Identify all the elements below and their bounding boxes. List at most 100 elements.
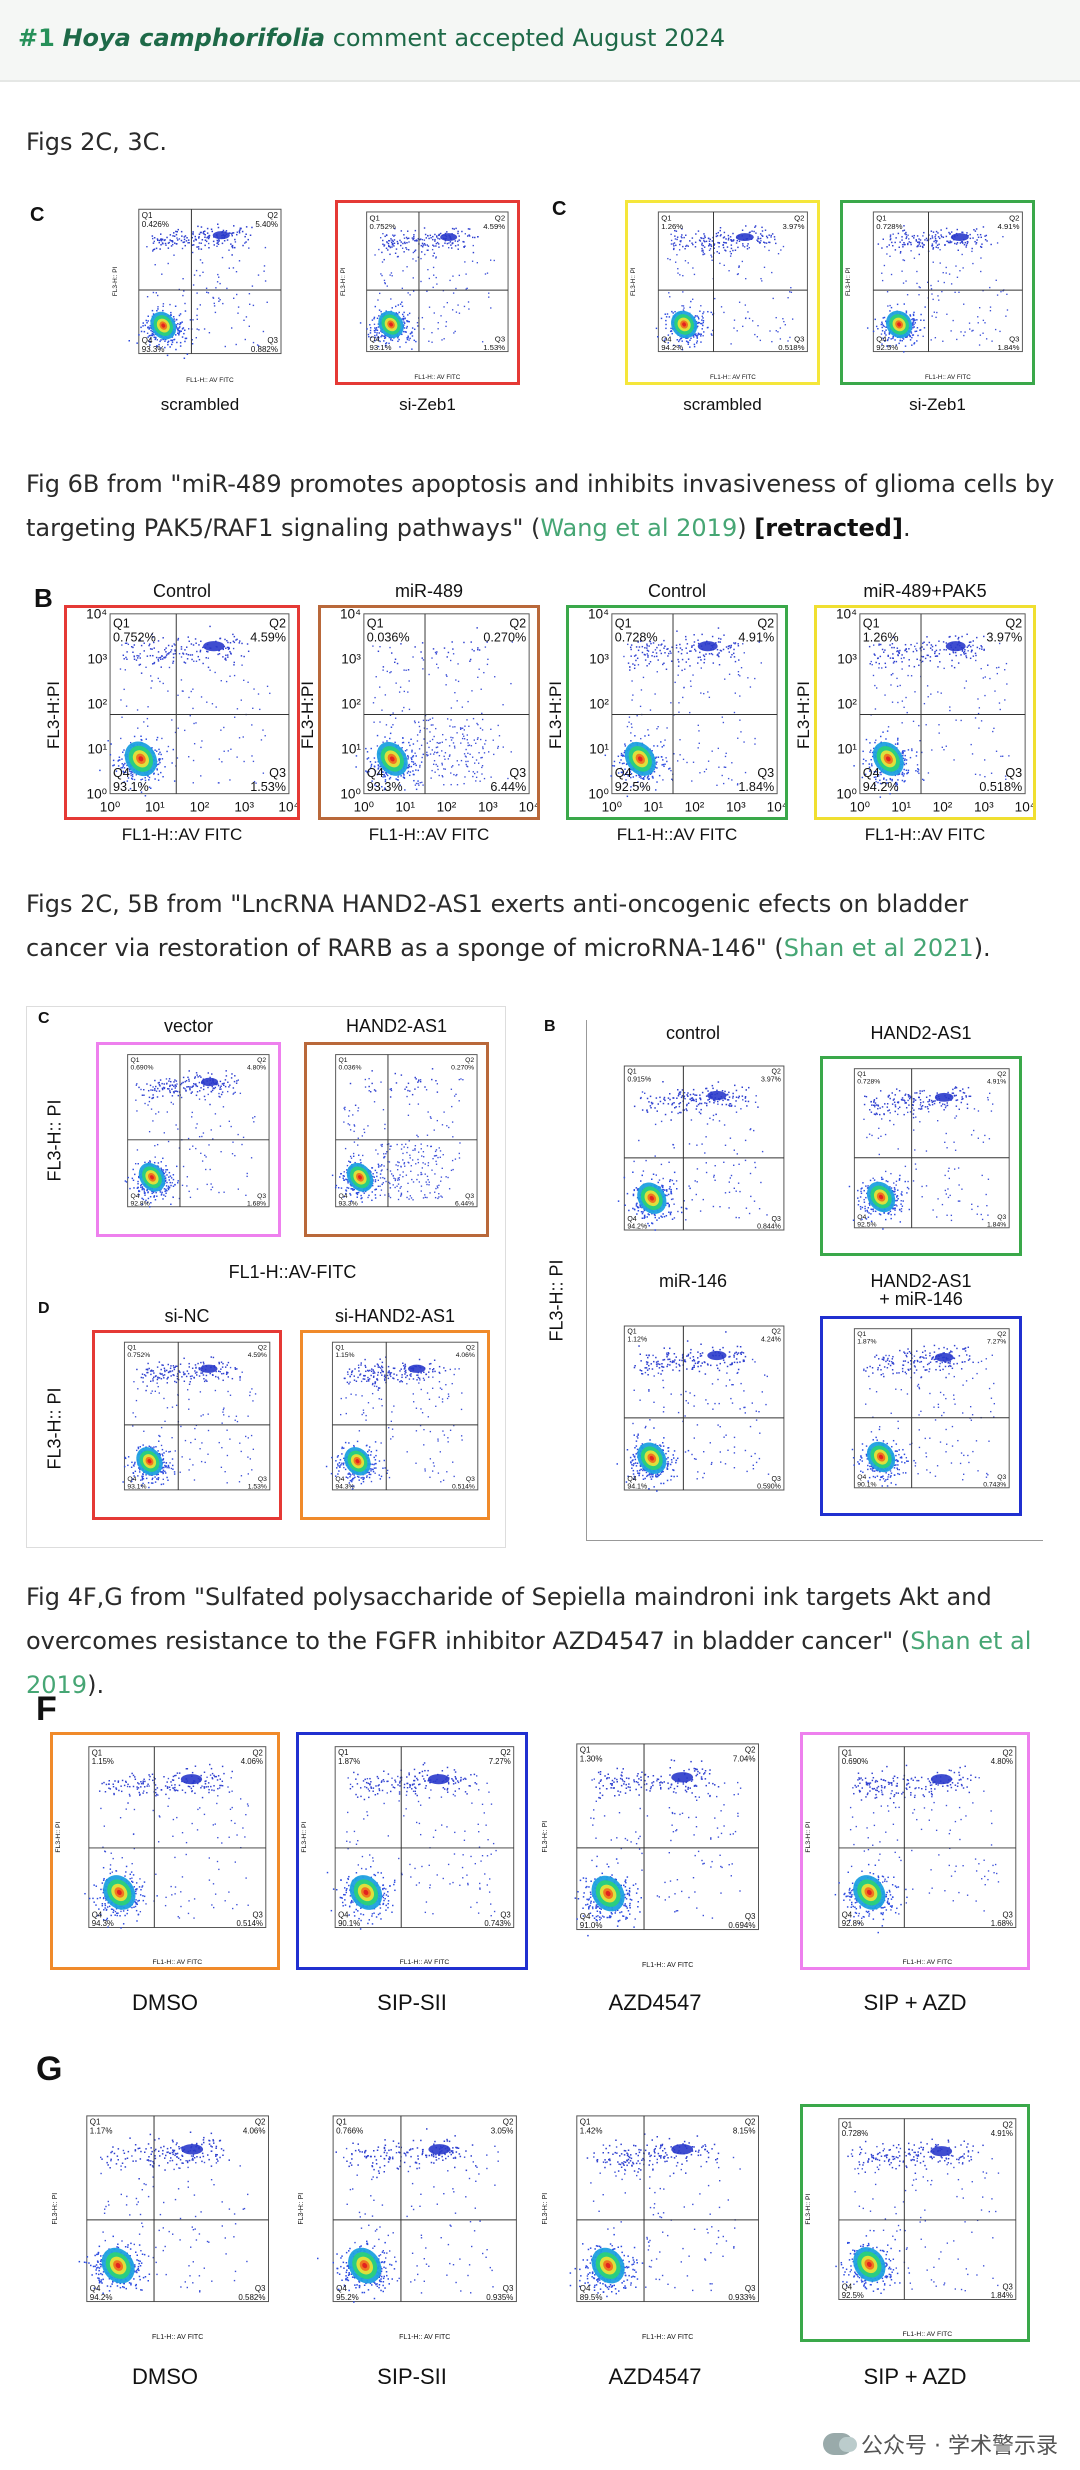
q4-label: Q4 [842, 1910, 853, 1919]
y-tick-label: 10⁰ [836, 786, 857, 801]
x-tick-label: 10⁰ [354, 799, 375, 814]
density-core [649, 1455, 655, 1461]
q4-label: Q4 [580, 1912, 591, 1921]
f-label-1: DMSO [132, 1990, 198, 2015]
q2-cluster [735, 233, 754, 241]
q2-label: Q2 [1009, 213, 1019, 222]
species-name[interactable]: Hoya camphorifolia [62, 24, 326, 52]
panel-letter-d: D [38, 1300, 50, 1317]
y-tick-label: 10⁰ [588, 786, 609, 801]
figure-reference-4: Fig 4F,G from "Sulfated polysaccharide o… [26, 1575, 1056, 1707]
c-y-axis-label: FL3-H:: PI [44, 1098, 65, 1182]
q4-label: Q4 [142, 336, 153, 345]
flow-plot-g-2: Q1 0.766% Q2 3.05% Q3 0.935% Q4 95.2% FL1-H:: AV… [296, 2104, 528, 2342]
comment-number[interactable]: #1 [18, 24, 55, 52]
q3-label: Q3 [495, 335, 505, 344]
density-core [897, 322, 902, 327]
y-tick-label: 10⁴ [588, 608, 609, 622]
q4-label: Q4 [90, 2284, 101, 2293]
q1-value: 1.15% [92, 1757, 114, 1766]
q3-label: Q3 [267, 336, 278, 345]
y-axis-label: FL3-H:: PI [542, 2193, 549, 2225]
x-tick-label: 10⁴ [1015, 799, 1033, 814]
density-core [605, 2262, 611, 2269]
reference-4-text: Fig 4F,G from "Sulfated polysaccharide o… [26, 1583, 992, 1655]
q3-label: Q3 [997, 1214, 1006, 1221]
q4-label: Q4 [370, 335, 381, 344]
q4-label: Q4 [876, 335, 887, 344]
q1-value: 1.42% [580, 2127, 603, 2136]
q4-label: Q4 [863, 766, 880, 780]
q2-value: 3.97% [761, 1076, 781, 1083]
q3-value: 0.518% [778, 343, 804, 352]
q1-label: Q1 [615, 617, 632, 631]
density-core [878, 1454, 884, 1460]
q2-cluster [934, 1092, 954, 1102]
q4-value: 93.1% [127, 1484, 146, 1491]
y-axis-label: FL3-H:: PI [805, 1822, 812, 1853]
q2-cluster [707, 1090, 727, 1101]
flow-plot-d-1: Q1 0.752% Q2 4.59% Q3 1.53% Q4 93.1% [92, 1330, 282, 1520]
q3-label: Q3 [257, 1193, 266, 1200]
b-y-axis-label: FL3-H:: PI [546, 1258, 567, 1342]
q2-label: Q2 [252, 1748, 262, 1757]
q2-label: Q2 [772, 1329, 781, 1336]
q1-label: Q1 [142, 211, 153, 220]
density-core [389, 322, 393, 327]
q2-cluster [201, 1077, 219, 1087]
shan-2019-link[interactable]: Shan et al 2019 [26, 1627, 1032, 1699]
q2-value: 3.05% [491, 2127, 514, 2136]
q3-label: Q3 [1002, 2282, 1012, 2291]
q4-label: Q4 [335, 1476, 344, 1483]
q2-label: Q2 [269, 617, 286, 631]
wang-2019-link[interactable]: Wang et al 2019 [540, 514, 738, 542]
density-core [885, 756, 891, 762]
q4-value: 93.1% [370, 343, 392, 352]
q3-label: Q3 [1002, 1910, 1012, 1919]
q2-value: 4.24% [761, 1336, 781, 1343]
x-tick-label: 10³ [478, 799, 498, 814]
plot-axes [334, 1746, 515, 1928]
q2-value: 4.80% [247, 1064, 266, 1071]
y-tick-label: 10⁴ [86, 608, 107, 622]
q2-cluster [671, 1772, 694, 1783]
q4-label: Q4 [92, 1910, 103, 1919]
q1-label: Q1 [92, 1748, 102, 1757]
shan-2021-link[interactable]: Shan et al 2021 [783, 934, 974, 962]
q4-value: 95.2% [336, 2293, 359, 2302]
flow-plot-c-2: Q1 0.036% Q2 0.270% Q3 6.44% Q4 93.3% [304, 1042, 489, 1237]
q4-value: 92.5% [842, 2291, 864, 2300]
d-title-2: si-HAND2-AS1 [334, 1306, 456, 1326]
x-tick-label: 10¹ [643, 799, 663, 814]
figure-reference-2: Fig 6B from "miR-489 promotes apoptosis … [26, 462, 1056, 550]
density-core [363, 1889, 369, 1896]
x-axis-label: FL1-H:: AV FITC [152, 1959, 202, 1966]
q3-value: 1.84% [998, 343, 1020, 352]
q3-label: Q3 [745, 2284, 756, 2293]
flow-plot-f-1: Q1 1.15% Q2 4.06% Q3 0.514% Q4 94.3% FL1-H:: AV … [50, 1732, 280, 1970]
q4-value: 91.0% [580, 1921, 603, 1930]
q1-label: Q1 [370, 213, 380, 222]
plot-title-1: Control [152, 581, 212, 601]
caption-scrambled: scrambled [683, 395, 762, 414]
comment-heading: #1 Hoya camphorifolia comment accepted A… [18, 24, 725, 52]
q1-label: Q1 [338, 1748, 348, 1757]
x-tick-label: 10⁴ [767, 799, 785, 814]
q2-value: 4.59% [483, 222, 505, 231]
q1-label: Q1 [335, 1345, 344, 1352]
plot-title-2: miR-489 [394, 581, 464, 601]
density-core [355, 1459, 360, 1464]
y-axis-label-1: FL3-H:PI [44, 680, 64, 750]
x-axis-label: FL1-H:: AV FITC [710, 374, 756, 381]
x-axis-label: FL1-H:: AV FITC [399, 2334, 450, 2341]
q4-label: Q4 [336, 2284, 347, 2293]
panel-letter-f: F [36, 1690, 57, 1728]
f-label-3: AZD4547 [608, 1990, 702, 2015]
q1-value: 1.87% [338, 1757, 360, 1766]
q1-value: 1.87% [857, 1339, 876, 1346]
